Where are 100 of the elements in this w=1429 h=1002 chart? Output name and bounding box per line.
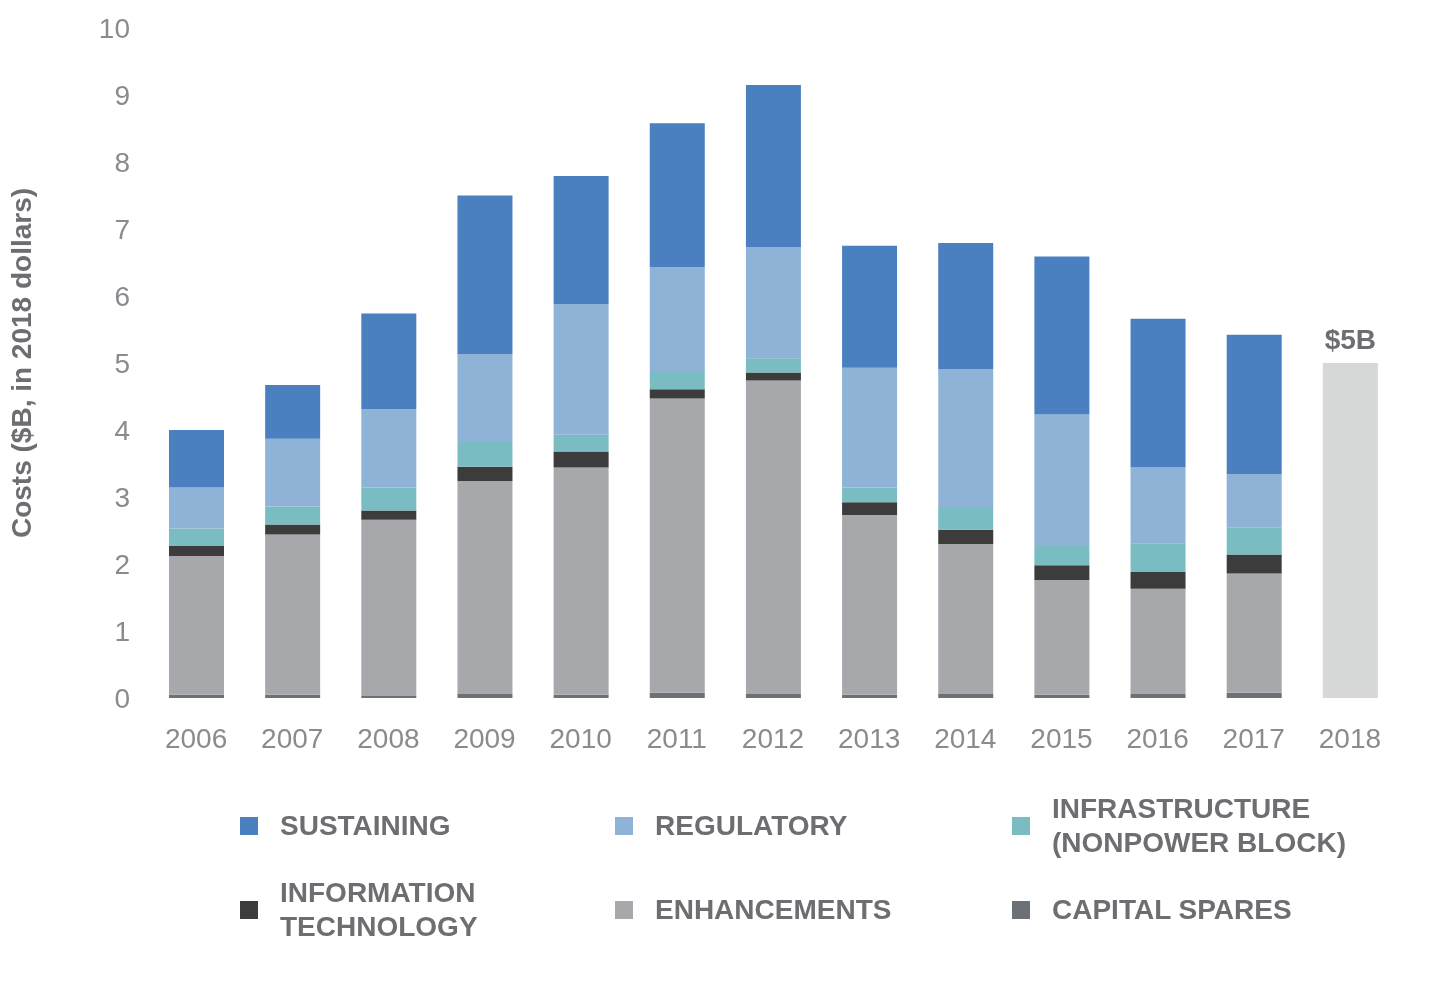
data-label: $5B xyxy=(1324,324,1377,355)
y-tick-label: 6 xyxy=(114,280,130,312)
bar xyxy=(1034,545,1090,566)
legend-label: INFRASTRUCTURE (NONPOWER BLOCK) xyxy=(1052,792,1347,860)
x-tick-label: 2014 xyxy=(934,722,997,754)
bar xyxy=(842,367,898,488)
bar xyxy=(745,693,801,698)
x-tick-label: 2012 xyxy=(741,722,805,754)
bar xyxy=(649,371,705,390)
y-tick-label: 8 xyxy=(114,146,130,178)
x-tick-label: 2011 xyxy=(646,722,707,754)
bar xyxy=(938,529,994,544)
bar xyxy=(1226,334,1282,475)
bar xyxy=(169,430,224,488)
legend-label: SUSTAINING xyxy=(280,809,451,843)
bar xyxy=(938,543,994,694)
bar xyxy=(553,451,609,468)
x-tick-label: 2013 xyxy=(838,722,901,754)
bar xyxy=(457,480,513,694)
x-tick-label: 2008 xyxy=(357,722,420,754)
bar xyxy=(361,695,417,698)
bar xyxy=(842,245,898,368)
bar xyxy=(842,487,898,503)
bar xyxy=(938,369,994,508)
x-tick-label: 2016 xyxy=(1126,722,1189,754)
bar xyxy=(265,694,321,698)
bar xyxy=(842,515,898,695)
bar xyxy=(1034,694,1090,698)
bar xyxy=(745,358,801,373)
bar xyxy=(1226,527,1282,555)
y-tick-label: 1 xyxy=(114,615,130,647)
bar xyxy=(1322,363,1378,698)
bar xyxy=(553,467,609,695)
bar xyxy=(745,247,801,359)
y-tick-label: 0 xyxy=(114,682,130,714)
bar xyxy=(1130,572,1186,589)
legend-label: ENHANCEMENTS xyxy=(655,893,892,927)
bar xyxy=(361,313,417,410)
bar xyxy=(1034,565,1090,581)
y-tick-label: 2 xyxy=(114,548,130,580)
bar xyxy=(1034,414,1090,546)
bar xyxy=(745,380,801,694)
bar xyxy=(553,434,609,452)
bar xyxy=(1226,573,1282,693)
y-tick-label: 7 xyxy=(114,213,130,245)
y-tick-label: 4 xyxy=(114,414,130,446)
bar xyxy=(553,304,609,435)
bar xyxy=(361,519,417,696)
bar xyxy=(457,466,513,481)
bar xyxy=(169,545,224,556)
bar xyxy=(938,693,994,698)
bar xyxy=(361,409,417,488)
bar xyxy=(745,84,801,248)
bar xyxy=(745,372,801,381)
bar xyxy=(265,534,321,695)
bar xyxy=(265,385,321,439)
legend-label: INFORMATION TECHNOLOGY xyxy=(280,876,479,944)
bar xyxy=(457,693,513,698)
bar xyxy=(457,195,513,355)
bar xyxy=(169,528,224,546)
bar xyxy=(553,694,609,698)
bar xyxy=(1130,693,1186,698)
bar xyxy=(1226,692,1282,698)
bar xyxy=(265,506,321,525)
x-tick-label: 2010 xyxy=(549,722,612,754)
bar xyxy=(938,507,994,530)
bar xyxy=(169,555,224,695)
x-tick-label: 2007 xyxy=(261,722,324,754)
bar xyxy=(1130,467,1186,544)
legend-label: CAPITAL SPARES xyxy=(1052,893,1292,927)
bar xyxy=(1130,318,1186,468)
y-tick-label: 3 xyxy=(114,481,130,513)
bar xyxy=(361,510,417,520)
bar xyxy=(649,389,705,399)
bar xyxy=(1130,543,1186,573)
bar xyxy=(265,438,321,507)
bar xyxy=(457,442,513,467)
x-tick-label: 2009 xyxy=(453,722,516,754)
bar xyxy=(457,354,513,443)
bar xyxy=(169,487,224,529)
legend-label: REGULATORY xyxy=(655,809,848,843)
bar xyxy=(842,694,898,698)
x-tick-label: 2015 xyxy=(1030,722,1093,754)
y-tick-label: 5 xyxy=(114,347,130,379)
bar xyxy=(649,123,705,268)
bar xyxy=(938,243,994,370)
bar xyxy=(649,398,705,693)
bar xyxy=(265,524,321,535)
bar xyxy=(169,694,224,698)
bar xyxy=(1034,580,1090,695)
bar xyxy=(1034,256,1090,415)
bar xyxy=(649,267,705,372)
bar xyxy=(842,502,898,516)
bar xyxy=(649,692,705,698)
y-tick-label: 10 xyxy=(98,12,130,44)
bar xyxy=(553,176,609,305)
bar xyxy=(361,487,417,511)
bar xyxy=(1130,588,1186,694)
bar xyxy=(1226,474,1282,528)
x-tick-label: 2006 xyxy=(164,722,228,754)
